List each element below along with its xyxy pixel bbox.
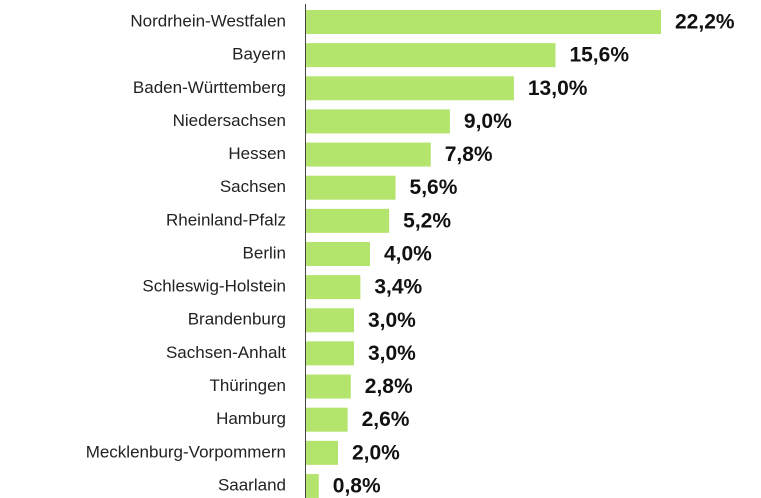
- value-label: 7,8%: [445, 143, 493, 166]
- bar: [306, 142, 431, 167]
- bar: [306, 208, 390, 233]
- value-label: 5,6%: [410, 176, 458, 199]
- bar: [306, 374, 351, 399]
- value-label: 2,6%: [362, 408, 410, 431]
- bar: [306, 308, 354, 333]
- category-label: Hamburg: [216, 409, 286, 428]
- category-label: Saarland: [218, 475, 286, 494]
- bar: [306, 76, 514, 101]
- value-label: 2,0%: [352, 441, 400, 464]
- category-label: Berlin: [243, 243, 286, 262]
- category-label: Mecklenburg-Vorpommern: [86, 442, 286, 461]
- bar: [306, 43, 556, 68]
- value-label: 0,8%: [333, 475, 381, 498]
- category-label: Baden-Württemberg: [133, 78, 286, 97]
- bar: [306, 473, 319, 498]
- bar: [306, 241, 370, 266]
- bar: [306, 175, 396, 200]
- category-label: Sachsen: [220, 177, 286, 196]
- value-label: 9,0%: [464, 110, 512, 133]
- value-label: 3,4%: [374, 276, 422, 299]
- bar: [306, 407, 348, 432]
- category-label: Brandenburg: [188, 310, 286, 329]
- bar: [306, 10, 661, 34]
- value-label: 4,0%: [384, 243, 432, 266]
- value-label: 3,0%: [368, 342, 416, 365]
- category-label: Bayern: [232, 45, 286, 64]
- category-label: Sachsen-Anhalt: [166, 343, 286, 362]
- category-label: Rheinland-Pfalz: [166, 210, 286, 229]
- value-label: 3,0%: [368, 309, 416, 332]
- category-label: Schleswig-Holstein: [142, 277, 286, 296]
- bar: [306, 341, 354, 366]
- bar: [306, 440, 338, 465]
- category-label: Hessen: [228, 144, 286, 163]
- bar: [306, 109, 450, 134]
- value-label: 15,6%: [569, 44, 629, 67]
- value-label: 13,0%: [528, 77, 588, 100]
- category-label: Nordrhein-Westfalen: [130, 11, 286, 30]
- category-label: Niedersachsen: [173, 111, 286, 130]
- value-label: 2,8%: [365, 375, 413, 398]
- bar: [306, 275, 361, 300]
- category-label: Thüringen: [209, 376, 286, 395]
- value-label: 5,2%: [403, 209, 451, 232]
- value-label: 22,2%: [675, 11, 735, 34]
